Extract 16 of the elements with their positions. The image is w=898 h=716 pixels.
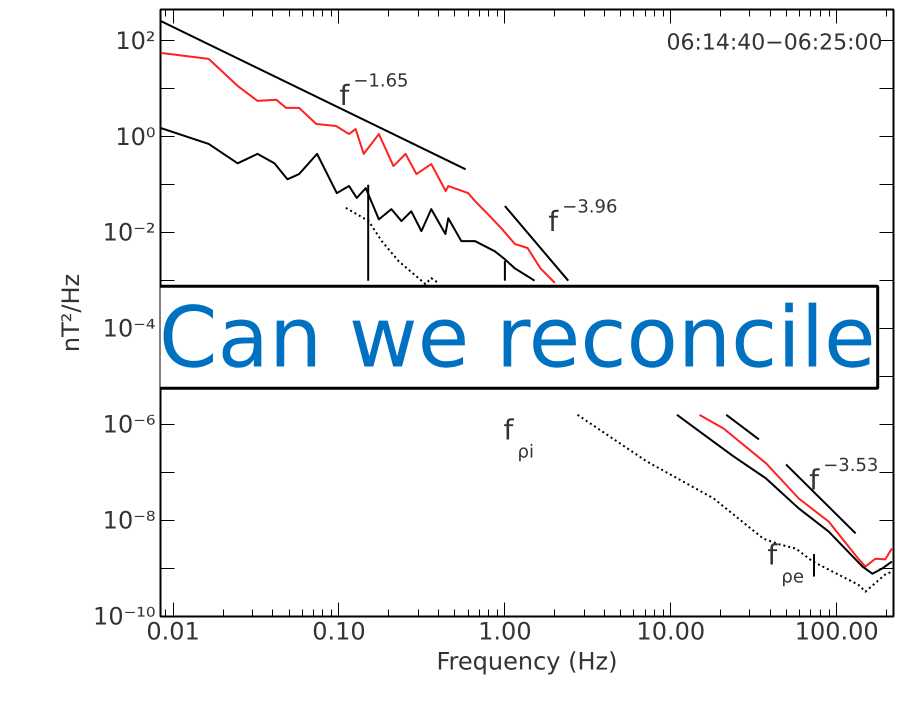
annotation: 06:14:40−06:25:00	[666, 30, 883, 56]
y-tick-label: 10⁻²	[102, 218, 156, 247]
x-tick-label: 100.00	[794, 618, 879, 646]
annotation: fρe	[767, 538, 804, 588]
x-tick-label: 0.10	[312, 618, 366, 646]
y-tick-label: 10⁻⁴	[102, 314, 156, 343]
annotation: Can we reconcile	[158, 288, 876, 386]
x-axis-title: Frequency (Hz)	[436, 648, 618, 676]
x-tick-label: 10.00	[636, 618, 706, 646]
x-tick-label: 1.00	[478, 618, 532, 646]
y-tick-label: 10⁻⁶	[102, 410, 156, 439]
y-tick-label: 10⁻⁸	[102, 506, 156, 535]
y-tick-label: 10²	[115, 26, 156, 55]
y-axis-title: nT²/Hz	[57, 274, 86, 352]
y-tick-label: 10⁰	[115, 122, 156, 151]
annotation: fρi	[504, 414, 534, 463]
